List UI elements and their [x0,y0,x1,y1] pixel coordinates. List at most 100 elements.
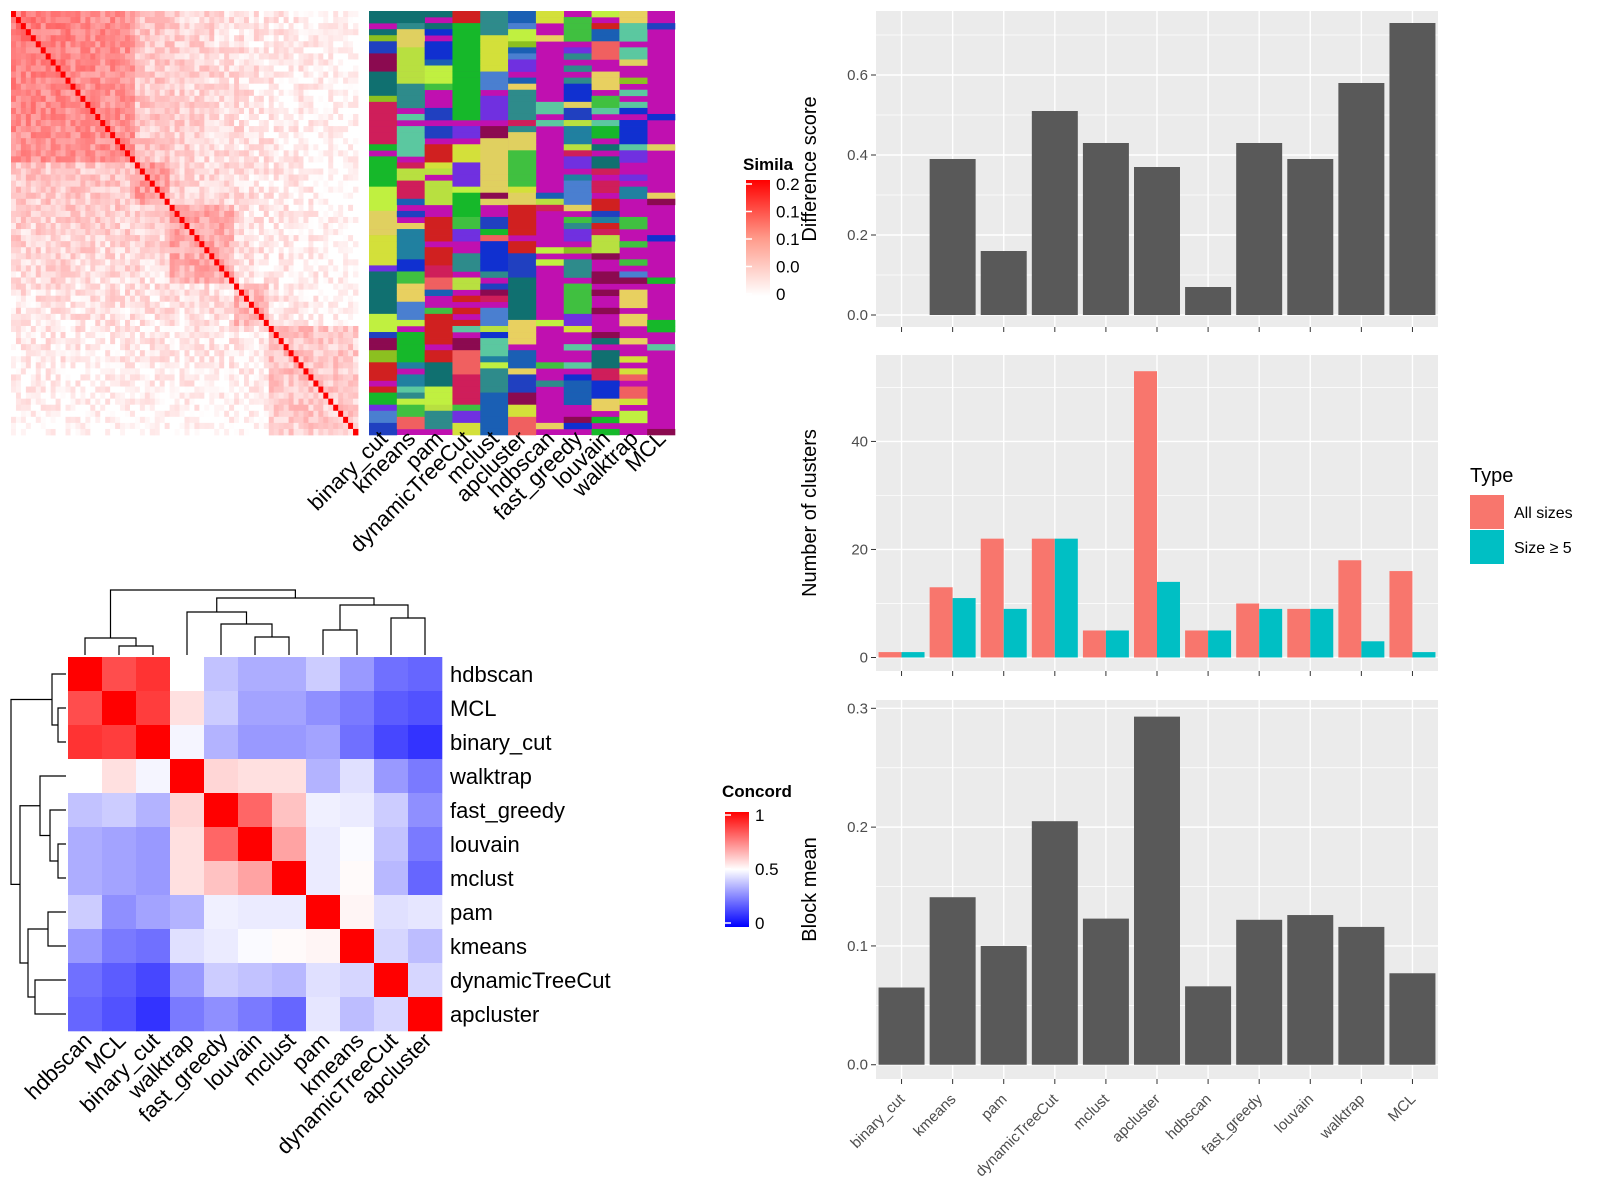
similarity-cell [80,247,86,254]
similarity-cell [139,295,146,303]
similarity-cell [293,17,299,24]
similarity-cell [139,356,146,363]
similarity-cell [15,301,22,309]
similarity-cell [129,107,136,115]
similarity-cell [45,156,52,163]
similarity-cell [11,192,17,200]
similarity-cell [293,319,299,327]
similarity-cell [134,344,141,351]
similarity-cell [333,332,339,339]
annotation-cell [396,162,425,169]
similarity-cell [303,313,309,321]
similarity-cell [134,59,141,66]
similarity-cell [149,23,156,30]
similarity-cell [273,362,280,369]
similarity-cell [75,241,81,248]
similarity-cell [120,428,126,436]
similarity-cell [219,89,225,97]
similarity-cell [214,65,220,72]
similarity-cell [243,204,250,212]
similarity-cell [313,301,319,309]
similarity-cell [40,174,47,181]
similarity-cell [318,404,324,412]
similarity-cell [120,210,126,218]
similarity-cell [209,204,215,212]
similarity-cell [253,344,260,351]
similarity-cell [55,380,61,387]
similarity-cell [134,325,141,333]
similarity-cell [224,301,230,309]
similarity-cell [303,235,309,242]
similarity-cell [263,59,270,66]
similarity-cell [313,216,319,224]
annotation-cell [369,422,398,430]
similarity-cell [283,428,289,436]
similarity-cell [333,186,339,194]
annotation-cell [396,35,425,42]
similarity-cell [318,386,324,393]
similarity-cell [164,113,171,121]
similarity-cell [30,95,37,103]
similarity-cell [219,41,225,48]
similarity-cell [95,204,101,212]
similarity-cell [45,192,52,200]
similarity-cell [308,356,314,363]
similarity-cell [234,356,240,363]
similarity-cell [90,192,96,200]
similarity-cell [293,259,299,266]
similarity-cell [30,132,37,139]
similarity-cell [239,301,245,309]
similarity-cell [303,168,309,175]
similarity-cell [243,126,250,133]
similarity-cell [229,35,235,42]
similarity-cell [268,259,275,266]
similarity-cell [318,162,324,169]
similarity-cell [100,338,106,345]
similarity-cell [323,350,329,357]
similarity-cell [273,107,280,115]
similarity-cell [303,428,309,436]
similarity-cell [248,380,255,387]
similarity-cell [45,138,52,145]
similarity-cell [35,89,42,97]
similarity-cell [333,295,339,303]
similarity-cell [55,350,61,357]
similarity-cell [343,277,349,284]
similarity-cell [253,83,260,91]
similarity-cell [313,289,319,297]
similarity-cell [179,138,185,145]
similarity-cell [328,53,334,60]
similarity-cell [115,95,121,103]
similarity-cell [144,344,151,351]
similarity-cell [214,265,220,272]
similarity-cell [303,77,309,85]
similarity-cell [214,192,220,200]
similarity-cell [120,368,126,375]
similarity-cell [234,107,240,115]
similarity-cell [65,350,71,357]
similarity-cell [333,350,339,357]
similarity-cell [80,95,86,103]
similarity-cell [144,53,151,60]
similarity-cell [343,23,349,30]
similarity-cell [144,180,151,188]
similarity-cell [298,41,304,48]
similarity-cell [214,332,220,339]
similarity-cell [20,126,27,133]
similarity-cell [70,77,76,85]
similarity-cell [263,259,270,266]
annotation-cell [396,29,425,36]
similarity-cell [85,150,91,157]
similarity-cell [174,404,180,412]
similarity-cell [65,410,71,418]
similarity-cell [353,168,359,175]
similarity-cell [278,271,285,278]
similarity-cell [189,126,195,133]
similarity-cell [11,223,17,230]
similarity-cell [234,289,240,297]
similarity-cell [243,338,250,345]
similarity-cell [348,422,354,430]
similarity-cell [110,422,116,430]
similarity-cell [209,59,215,66]
similarity-cell [194,89,200,97]
